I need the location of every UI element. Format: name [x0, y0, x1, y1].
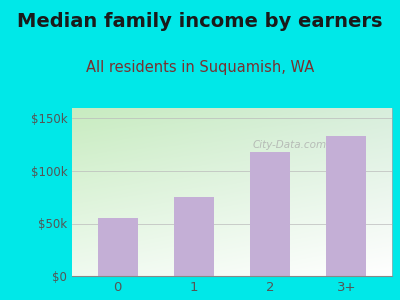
Text: All residents in Suquamish, WA: All residents in Suquamish, WA: [86, 60, 314, 75]
Bar: [98, 218, 138, 276]
Text: City-Data.com: City-Data.com: [252, 140, 327, 150]
Bar: [174, 197, 214, 276]
Text: Median family income by earners: Median family income by earners: [17, 12, 383, 31]
Bar: [326, 136, 366, 276]
Bar: [250, 152, 290, 276]
